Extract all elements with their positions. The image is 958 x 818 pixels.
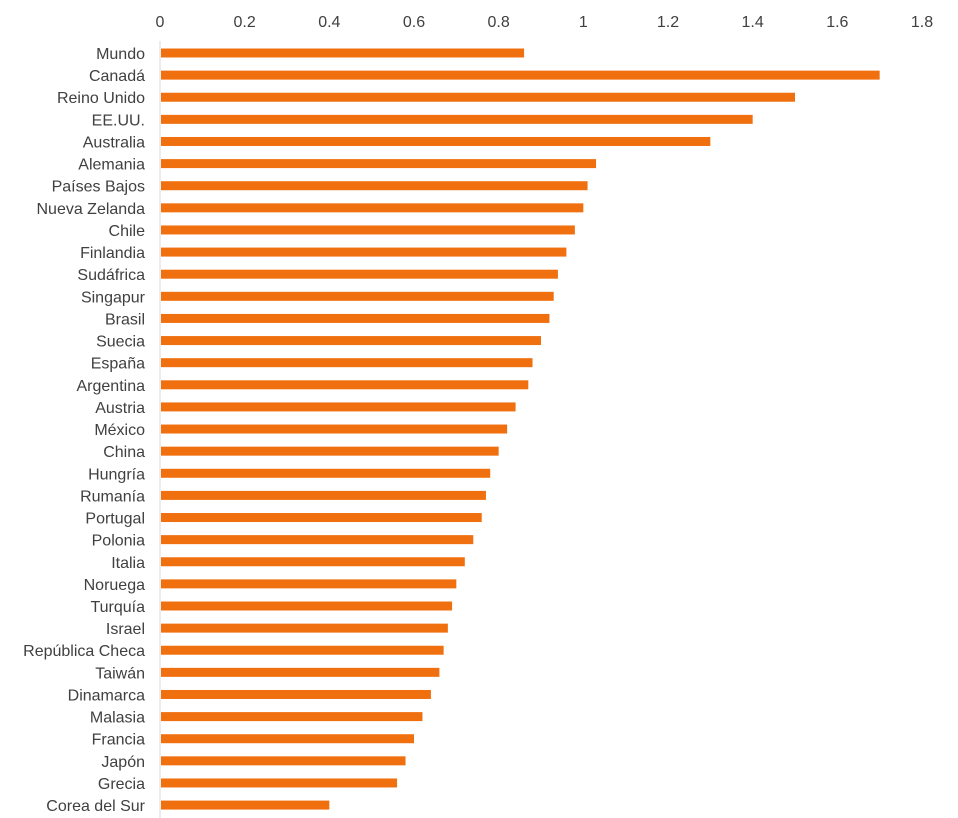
bar: [161, 358, 533, 368]
category-label: Mundo: [96, 46, 145, 63]
bar: [161, 48, 525, 58]
bar: [161, 247, 567, 257]
bar: [161, 645, 444, 655]
category-label: Corea del Sur: [46, 798, 145, 815]
category-label: EE.UU.: [92, 112, 145, 129]
category-label: Polonia: [92, 533, 145, 550]
category-label: Australia: [83, 134, 145, 151]
bar: [161, 712, 423, 722]
category-label: China: [103, 444, 145, 461]
bar: [161, 225, 575, 235]
bar: [161, 579, 457, 589]
category-label: Alemania: [78, 157, 145, 174]
bar: [161, 70, 880, 80]
bar: [161, 181, 588, 191]
category-label: Malasia: [90, 710, 145, 727]
category-label: Hungría: [88, 466, 145, 483]
category-label: Portugal: [85, 511, 145, 528]
x-tick-label: 1.2: [657, 14, 679, 31]
bar: [161, 601, 453, 611]
category-label: Italia: [111, 555, 145, 572]
category-label: Israel: [106, 621, 145, 638]
bar: [161, 689, 431, 699]
bar: [161, 114, 753, 124]
x-tick-label: 0.6: [403, 14, 425, 31]
bar: [161, 734, 414, 744]
category-label: Países Bajos: [52, 179, 145, 196]
category-labels: Mundo Canadá Reino Unido EE.UU. Australia Ale…: [23, 46, 146, 815]
bar: [161, 623, 448, 633]
bar: [161, 313, 550, 323]
bar: [161, 380, 529, 390]
category-label: Dinamarca: [68, 687, 145, 704]
bar: [161, 92, 795, 102]
category-label: Reino Unido: [57, 90, 145, 107]
bar: [161, 513, 482, 523]
bar: [161, 535, 474, 545]
bar: [161, 291, 554, 301]
x-tick-label: 0.4: [318, 14, 340, 31]
category-label: Sudáfrica: [77, 267, 145, 284]
category-label: Turquía: [90, 599, 145, 616]
category-label: Suecia: [96, 334, 145, 351]
category-label: México: [94, 422, 145, 439]
bar: [161, 800, 330, 810]
category-label: Canadá: [89, 68, 145, 85]
category-label: Finlandia: [80, 245, 145, 262]
bar: [161, 756, 406, 766]
bar: [161, 269, 558, 279]
category-label: Chile: [109, 223, 146, 240]
bar: [161, 424, 508, 434]
bar: [161, 490, 486, 500]
bar: [161, 778, 398, 788]
bar: [161, 203, 584, 213]
x-tick-label: 0.2: [234, 14, 256, 31]
category-label: Nueva Zelanda: [36, 201, 145, 218]
bar: [161, 446, 499, 456]
bar: [161, 557, 465, 567]
category-label: Japón: [101, 754, 145, 771]
x-tick-label: 0: [156, 14, 165, 31]
category-label: Rumanía: [80, 488, 145, 505]
bar: [161, 402, 516, 412]
category-label: Noruega: [84, 577, 145, 594]
x-tick-label: 1.8: [911, 14, 933, 31]
category-label: Taiwán: [95, 665, 145, 682]
category-label: Grecia: [98, 776, 145, 793]
category-label: República Checa: [23, 643, 145, 660]
bar: [161, 159, 597, 169]
x-tick-label: 1: [579, 14, 588, 31]
category-label: Francia: [92, 732, 145, 749]
bar: [161, 336, 541, 346]
x-axis-ticks: 0 0.2 0.4 0.6 0.8 1 1.2 1.4 1.6 1.8: [156, 14, 934, 31]
category-label: Austria: [95, 400, 145, 417]
x-tick-label: 1.4: [742, 14, 764, 31]
bars: [161, 48, 880, 810]
x-tick-label: 0.8: [488, 14, 510, 31]
category-label: Brasil: [105, 311, 145, 328]
x-tick-label: 1.6: [826, 14, 848, 31]
category-label: Singapur: [81, 289, 146, 306]
bar: [161, 468, 491, 478]
bar: [161, 136, 711, 146]
category-label: España: [91, 356, 145, 373]
bar: [161, 667, 440, 677]
category-label: Argentina: [77, 378, 146, 395]
